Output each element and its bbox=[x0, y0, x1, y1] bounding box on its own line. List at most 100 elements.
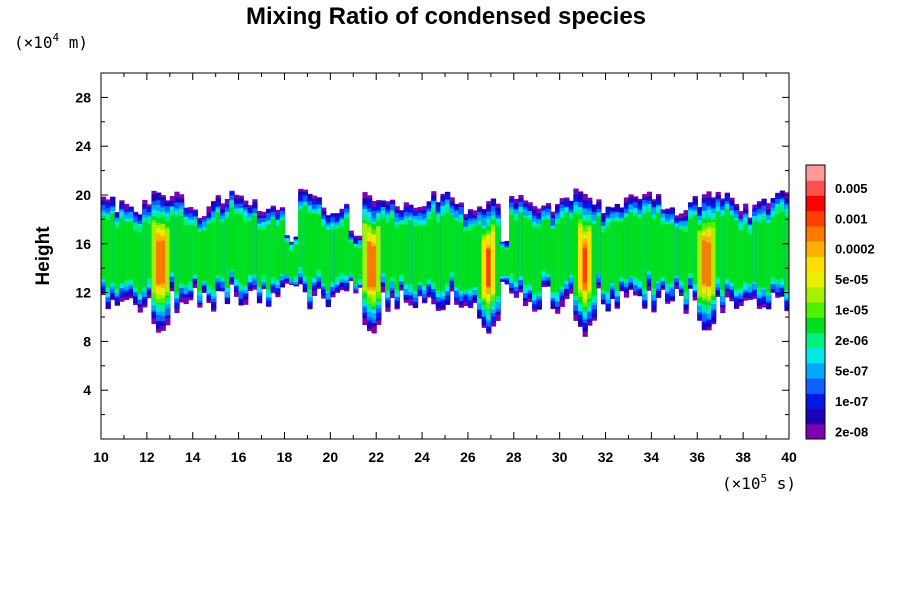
heatmap-cell bbox=[587, 231, 593, 287]
colorbar-swatch bbox=[806, 165, 825, 181]
chart-title: Mixing Ratio of condensed species bbox=[246, 3, 646, 30]
heatmap-cell bbox=[357, 248, 364, 279]
x-tick-label: 40 bbox=[781, 449, 797, 465]
heatmap-cell bbox=[669, 223, 675, 283]
heatmap-cell bbox=[733, 220, 740, 290]
heatmap-cell bbox=[449, 214, 455, 272]
heatmap-cell bbox=[646, 212, 652, 271]
heatmap-cell bbox=[688, 219, 694, 274]
colorbar-swatch bbox=[806, 332, 825, 349]
heatmap-cell bbox=[321, 226, 327, 284]
heatmap-cell bbox=[371, 246, 377, 288]
colorbar-swatch bbox=[806, 241, 825, 257]
heatmap-cell bbox=[582, 248, 588, 283]
y-tick-label: 20 bbox=[75, 187, 91, 203]
heatmap-cell bbox=[389, 218, 396, 278]
heatmap-cell bbox=[660, 224, 666, 278]
heatmap-cell bbox=[610, 221, 616, 284]
heatmap-cell bbox=[348, 242, 354, 275]
heatmap-cell bbox=[289, 251, 295, 280]
heatmap-cell bbox=[775, 213, 781, 280]
x-tick-label: 16 bbox=[231, 449, 247, 465]
heatmap-cell bbox=[568, 219, 575, 276]
heatmap-cell bbox=[605, 227, 611, 293]
heatmap-cell bbox=[160, 240, 166, 284]
heatmap-cell bbox=[697, 231, 703, 297]
heatmap-cell bbox=[779, 211, 786, 279]
heatmap-cell bbox=[206, 223, 212, 286]
y-unit-suffix: m) bbox=[59, 33, 88, 52]
heatmap-cell bbox=[376, 226, 382, 293]
heatmap-cell bbox=[573, 213, 579, 297]
heatmap-cell bbox=[256, 230, 263, 287]
heatmap-cell bbox=[353, 247, 359, 285]
heatmap-cell bbox=[692, 214, 698, 285]
heatmap-cell bbox=[344, 218, 350, 276]
heatmap-cell bbox=[114, 227, 120, 289]
heatmap-cell bbox=[467, 230, 474, 289]
heatmap-cell bbox=[146, 223, 153, 279]
heatmap-cell bbox=[234, 213, 240, 280]
heatmap-cell bbox=[270, 218, 276, 278]
heatmap-cell bbox=[183, 225, 189, 286]
heatmap-cell bbox=[201, 230, 208, 282]
x-tick-label: 30 bbox=[552, 449, 568, 465]
y-tick-label: 28 bbox=[75, 89, 91, 105]
heatmap-cell bbox=[247, 221, 253, 275]
heatmap-cell bbox=[403, 224, 409, 285]
colorbar-label: 0.0002 bbox=[835, 242, 875, 257]
heatmap-cell bbox=[192, 225, 198, 275]
heatmap-cell bbox=[385, 223, 391, 291]
y-tick-label: 4 bbox=[83, 382, 91, 398]
y-unit-exponent: 4 bbox=[53, 31, 60, 44]
heatmap-cell bbox=[550, 228, 556, 293]
heatmap-cell bbox=[417, 225, 423, 282]
heatmap-cell bbox=[678, 229, 685, 281]
y-axis: 4 8 12 16 20 24 28 bbox=[75, 89, 789, 416]
x-tick-label: 32 bbox=[598, 449, 614, 465]
colorbar-swatch bbox=[806, 423, 825, 440]
heatmap-cell bbox=[394, 227, 400, 290]
x-unit-label: (×105 s) bbox=[722, 472, 796, 493]
heatmap-cell bbox=[284, 242, 290, 275]
x-unit-suffix: s) bbox=[767, 474, 796, 493]
heatmap-cell bbox=[642, 214, 648, 289]
colorbar-swatch bbox=[806, 195, 825, 212]
heatmap-cell bbox=[454, 220, 460, 288]
x-tick-label: 18 bbox=[277, 449, 293, 465]
heatmap-cell bbox=[463, 231, 469, 291]
y-tick-label: 12 bbox=[75, 285, 91, 301]
heatmap-cell bbox=[275, 225, 281, 280]
heatmap-cell bbox=[711, 227, 717, 295]
heatmap-field bbox=[101, 188, 789, 337]
heatmap-cell bbox=[564, 212, 570, 281]
x-tick-label: 14 bbox=[185, 449, 201, 465]
colorbar-swatch bbox=[806, 317, 825, 333]
heatmap-cell bbox=[243, 221, 249, 287]
colorbar-label: 2e-08 bbox=[835, 424, 868, 439]
heatmap-cell bbox=[215, 212, 221, 276]
heatmap-cell bbox=[261, 230, 267, 275]
colorbar-label: 2e-06 bbox=[835, 333, 868, 348]
heatmap-cell bbox=[224, 218, 231, 289]
colorbar-swatch bbox=[806, 362, 825, 379]
heatmap-cell bbox=[628, 212, 634, 277]
heatmap-cell bbox=[655, 213, 662, 282]
heatmap-cell bbox=[509, 214, 515, 274]
colorbar-swatch bbox=[806, 225, 825, 242]
heatmap-cell bbox=[128, 221, 134, 280]
heatmap-cell bbox=[165, 228, 171, 293]
heatmap-cell bbox=[720, 216, 726, 290]
heatmap-cell bbox=[101, 215, 107, 280]
heatmap-cell bbox=[137, 232, 143, 294]
heatmap-cell bbox=[412, 226, 419, 292]
heatmap-cell bbox=[311, 213, 318, 279]
colorbar-swatch bbox=[806, 378, 825, 394]
heatmap-cell bbox=[747, 234, 753, 285]
heatmap-cell bbox=[729, 215, 735, 283]
colorbar-label: 5e-05 bbox=[835, 272, 868, 287]
heatmap-cell bbox=[119, 218, 125, 284]
colorbar-swatch bbox=[806, 408, 825, 425]
heatmap-cell bbox=[637, 218, 643, 281]
